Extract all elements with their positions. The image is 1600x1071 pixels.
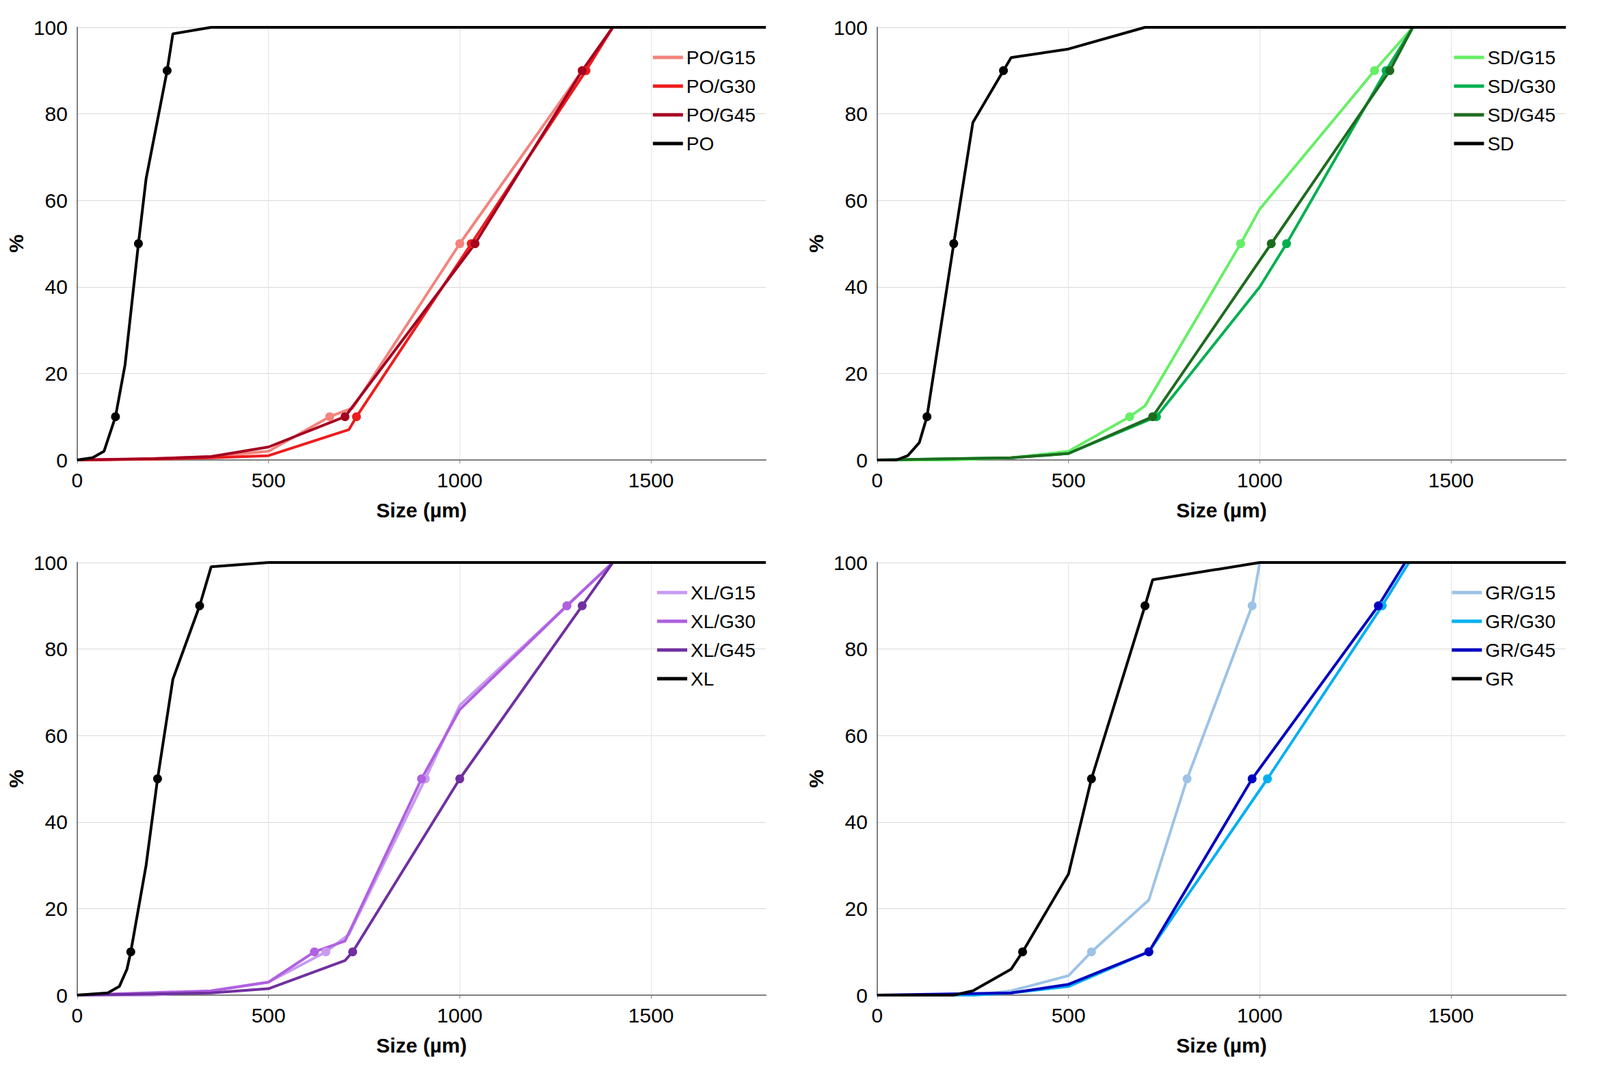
svg-text:PO: PO xyxy=(686,133,714,155)
svg-text:GR/G45: GR/G45 xyxy=(1485,640,1556,662)
svg-text:0: 0 xyxy=(856,984,868,1008)
svg-text:SD/G15: SD/G15 xyxy=(1487,47,1556,69)
svg-text:SD: SD xyxy=(1487,133,1514,155)
svg-text:20: 20 xyxy=(45,362,68,385)
svg-text:100: 100 xyxy=(33,551,68,575)
svg-text:PO/G45: PO/G45 xyxy=(686,104,756,126)
svg-text:100: 100 xyxy=(833,16,868,39)
svg-text:%: % xyxy=(4,769,28,789)
svg-text:Size (µm): Size (µm) xyxy=(1176,499,1267,522)
svg-text:Size (µm): Size (µm) xyxy=(1176,1034,1267,1058)
svg-text:500: 500 xyxy=(1051,469,1086,492)
svg-text:80: 80 xyxy=(45,102,68,126)
svg-text:%: % xyxy=(804,234,828,253)
svg-text:60: 60 xyxy=(45,189,68,212)
svg-text:1500: 1500 xyxy=(1428,1004,1475,1028)
svg-text:0: 0 xyxy=(856,449,868,472)
svg-text:80: 80 xyxy=(45,637,68,661)
svg-text:500: 500 xyxy=(1051,1004,1086,1028)
svg-text:100: 100 xyxy=(833,551,868,575)
svg-text:GR/G15: GR/G15 xyxy=(1485,582,1556,604)
svg-text:60: 60 xyxy=(45,724,68,748)
svg-text:1000: 1000 xyxy=(1236,469,1283,492)
svg-text:%: % xyxy=(4,234,28,253)
svg-text:40: 40 xyxy=(845,810,868,834)
svg-text:500: 500 xyxy=(251,1004,286,1028)
svg-text:PO/G15: PO/G15 xyxy=(686,47,756,69)
svg-text:80: 80 xyxy=(845,102,868,126)
svg-text:40: 40 xyxy=(845,275,868,299)
svg-text:60: 60 xyxy=(845,189,868,212)
svg-text:40: 40 xyxy=(45,275,68,299)
svg-text:1000: 1000 xyxy=(436,469,483,492)
svg-text:0: 0 xyxy=(871,1004,884,1028)
svg-text:1500: 1500 xyxy=(628,1004,675,1028)
svg-text:XL/G30: XL/G30 xyxy=(690,611,756,633)
svg-text:60: 60 xyxy=(845,724,868,748)
svg-text:%: % xyxy=(804,769,828,789)
svg-text:Size (µm): Size (µm) xyxy=(376,1034,467,1058)
svg-text:GR/G30: GR/G30 xyxy=(1485,611,1556,633)
svg-text:100: 100 xyxy=(33,16,68,39)
svg-text:0: 0 xyxy=(71,1004,84,1028)
svg-text:1500: 1500 xyxy=(1428,469,1475,492)
svg-text:1500: 1500 xyxy=(628,469,675,492)
svg-text:XL/G15: XL/G15 xyxy=(690,582,756,604)
svg-text:20: 20 xyxy=(845,897,868,921)
svg-text:XL/G45: XL/G45 xyxy=(690,640,756,662)
svg-text:20: 20 xyxy=(845,362,868,385)
svg-text:0: 0 xyxy=(56,984,68,1008)
svg-text:0: 0 xyxy=(871,469,884,492)
svg-text:80: 80 xyxy=(845,637,868,661)
svg-text:0: 0 xyxy=(71,469,84,492)
svg-text:0: 0 xyxy=(56,449,68,472)
svg-text:GR: GR xyxy=(1485,668,1514,690)
svg-text:SD/G30: SD/G30 xyxy=(1487,75,1556,98)
svg-text:20: 20 xyxy=(45,897,68,921)
svg-text:SD/G45: SD/G45 xyxy=(1487,104,1556,126)
svg-text:Size (µm): Size (µm) xyxy=(376,499,467,522)
svg-text:40: 40 xyxy=(45,810,68,834)
svg-text:1000: 1000 xyxy=(436,1004,483,1028)
svg-text:1000: 1000 xyxy=(1236,1004,1283,1028)
svg-text:XL: XL xyxy=(690,668,714,690)
svg-text:PO/G30: PO/G30 xyxy=(686,75,756,98)
svg-text:500: 500 xyxy=(251,469,286,492)
